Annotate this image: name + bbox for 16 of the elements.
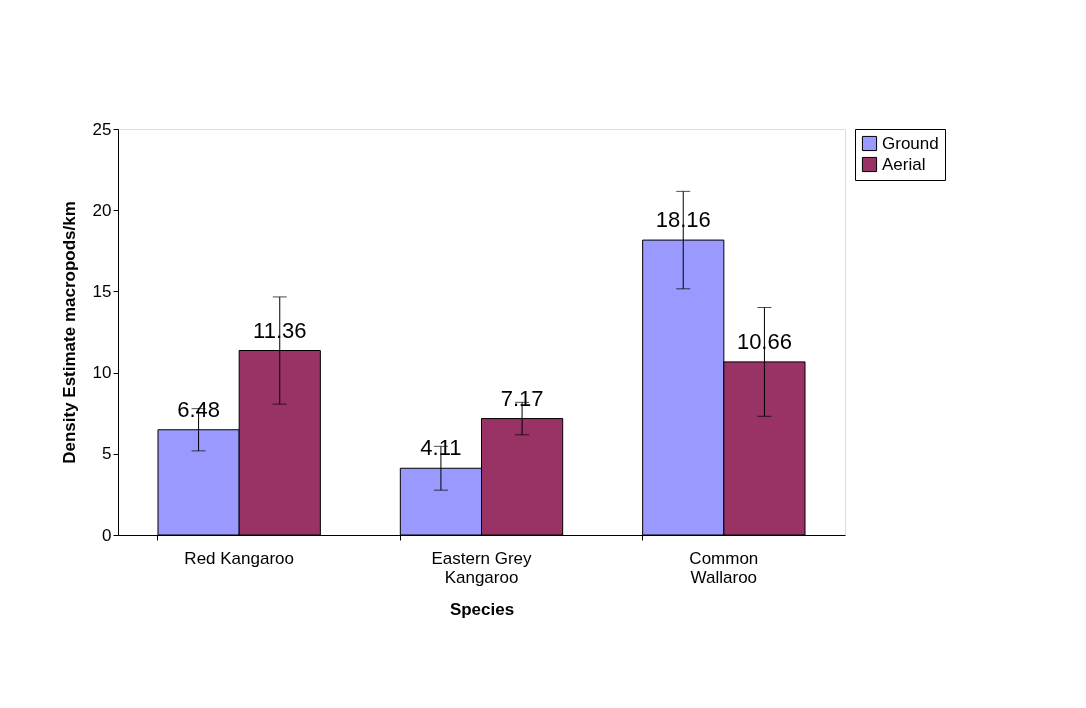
x-axis-title: Species [449,599,515,619]
data-label: 6.48 [177,396,220,422]
y-tick-label: 5 [102,444,112,464]
y-tick-label: 25 [92,119,112,139]
y-tick-label: 0 [102,525,112,545]
y-tick-label: 15 [92,281,112,301]
legend-label: Ground [882,133,939,153]
x-tick-label: Eastern Grey Kangaroo [431,548,533,587]
data-label: 7.17 [500,385,544,411]
legend-label: Aerial [882,154,926,174]
x-tick-label: Common Wallaroo [689,548,759,587]
data-label: 4.11 [420,435,462,461]
y-axis-title: Density Estimate macropods/km [59,201,79,464]
y-tick-label: 10 [92,363,112,383]
y-tick-label: 20 [92,200,112,220]
x-tick-label: Red Kangaroo [184,548,294,568]
